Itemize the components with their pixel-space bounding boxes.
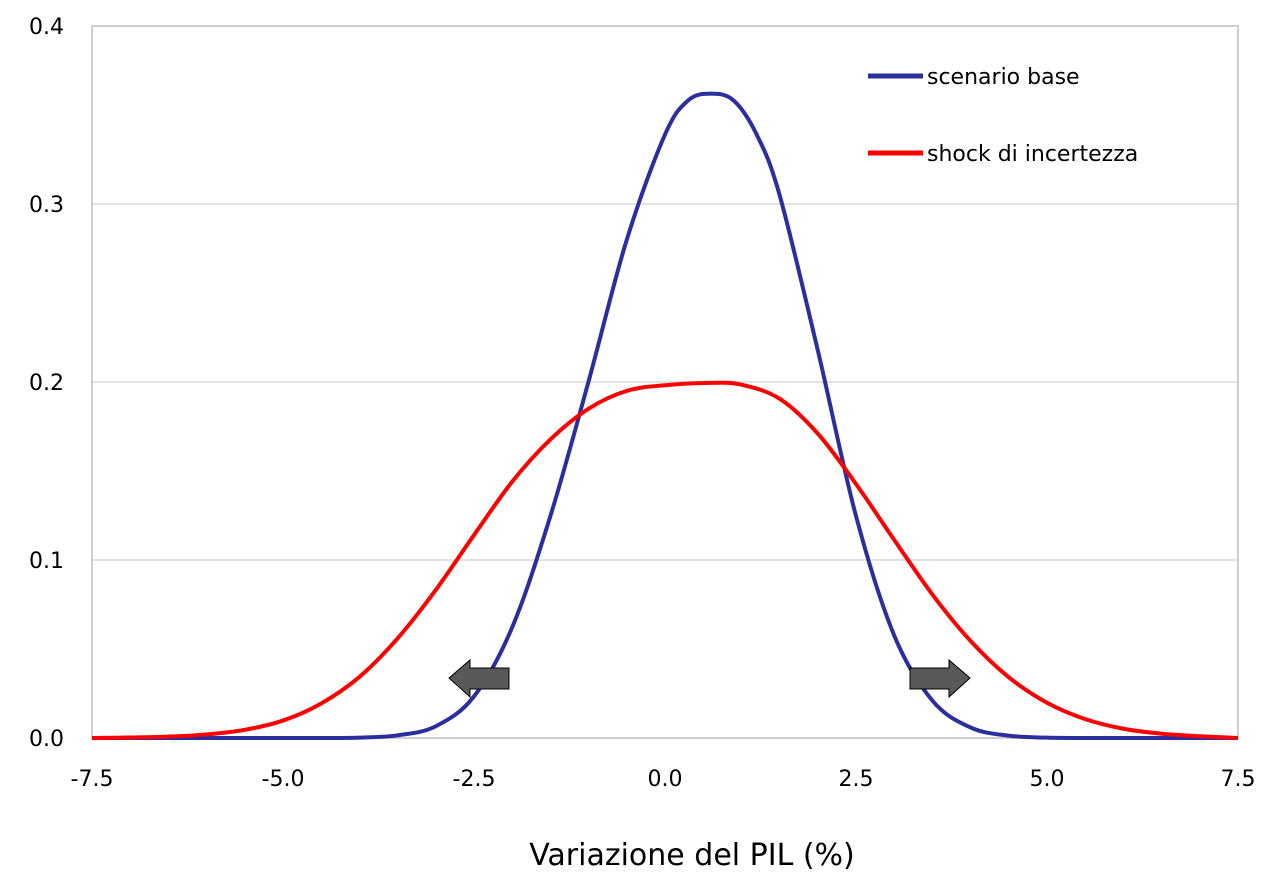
series-lines (91, 91, 1239, 741)
x-tick-label: 2.5 (839, 767, 874, 792)
y-tick-label: 0.0 (29, 727, 64, 752)
x-tick-label: 0.0 (648, 767, 683, 792)
x-tick-label: 5.0 (1030, 767, 1065, 792)
right-arrow-icon (909, 658, 971, 699)
legend: scenario base shock di incertezza (868, 65, 1138, 167)
gridlines (92, 203, 1238, 561)
y-tick-labels: 0.0 0.1 0.2 0.3 0.4 (29, 15, 64, 752)
x-tick-label: -2.5 (453, 767, 496, 792)
x-tick-label: -5.0 (262, 767, 305, 792)
y-tick-label: 0.4 (29, 15, 64, 40)
x-tick-labels: -7.5 -5.0 -2.5 0.0 2.5 5.0 7.5 (71, 767, 1256, 792)
series-line-0 (92, 91, 1238, 741)
x-tick-label: 7.5 (1221, 767, 1256, 792)
x-axis-title: Variazione del PIL (%) (529, 838, 855, 873)
legend-label-shock-di-incertezza: shock di incertezza (927, 142, 1138, 167)
y-tick-label: 0.1 (29, 549, 64, 574)
series-line-1 (91, 380, 1239, 740)
left-arrow-icon (448, 658, 510, 699)
legend-label-scenario-base: scenario base (927, 65, 1080, 90)
plot-area-border (91, 25, 1239, 739)
x-tick-label: -7.5 (71, 767, 114, 792)
y-tick-label: 0.2 (29, 371, 64, 396)
y-tick-label: 0.3 (29, 193, 64, 218)
